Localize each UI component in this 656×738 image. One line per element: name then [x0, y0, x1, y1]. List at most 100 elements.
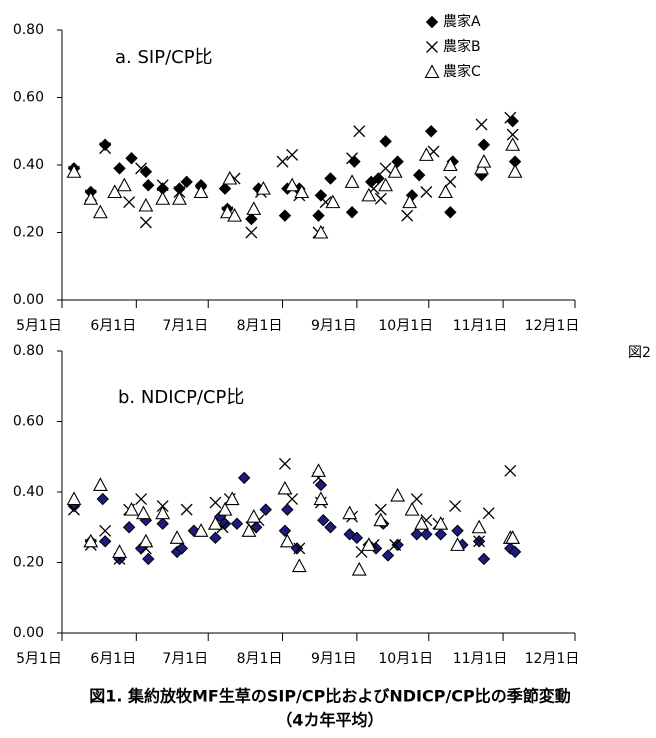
legend-marker	[425, 15, 439, 29]
point	[155, 191, 171, 205]
point	[373, 512, 389, 527]
legend-marker	[424, 64, 440, 79]
point	[224, 491, 240, 506]
point	[99, 524, 112, 537]
x-tick-label: 8月1日	[237, 318, 283, 334]
point	[374, 503, 387, 516]
point	[506, 114, 519, 128]
x-tick-label: 11月1日	[453, 651, 508, 667]
point	[317, 513, 330, 527]
side-label: 図2	[628, 345, 651, 361]
x-tick-label: 8月1日	[237, 651, 283, 667]
point	[156, 517, 169, 530]
point	[361, 537, 377, 551]
legend-label: 農家A	[443, 13, 481, 30]
point	[124, 501, 139, 516]
point	[180, 175, 193, 189]
point	[135, 493, 148, 506]
point	[391, 155, 404, 168]
point	[276, 155, 289, 168]
point	[506, 128, 519, 141]
point	[508, 545, 522, 559]
point	[217, 501, 233, 516]
point	[113, 162, 126, 175]
point	[138, 197, 154, 212]
point	[245, 226, 258, 239]
point	[504, 464, 517, 477]
point	[379, 135, 392, 148]
point	[278, 524, 292, 537]
point	[142, 552, 155, 566]
point	[353, 125, 366, 138]
point	[207, 516, 223, 530]
point	[390, 487, 406, 502]
point	[418, 147, 434, 161]
x-tick-label: 5月1日	[16, 651, 62, 667]
point	[379, 162, 392, 175]
point	[83, 191, 99, 205]
point	[350, 531, 364, 545]
x-tick-label: 5月1日	[16, 318, 62, 334]
point	[92, 477, 108, 491]
point	[187, 524, 201, 537]
point	[505, 530, 521, 544]
x-tick-label: 10月1日	[378, 651, 433, 667]
y-tick-label: 0.60	[13, 414, 44, 430]
point	[348, 155, 361, 168]
point	[449, 500, 462, 513]
point	[175, 542, 189, 555]
x-tick-label: 10月1日	[378, 318, 433, 334]
point	[293, 542, 306, 555]
y-tick-label: 0.40	[13, 484, 44, 500]
point	[122, 521, 136, 534]
point	[424, 125, 438, 138]
y-tick-label: 0.00	[13, 292, 44, 308]
point	[96, 492, 109, 506]
point	[227, 207, 243, 222]
chart-title: b. NDICP/CP比	[118, 387, 244, 408]
caption-sub: （4カ年平均）	[276, 711, 383, 730]
point	[135, 162, 148, 175]
x-tick-label: 9月1日	[311, 318, 357, 334]
point	[66, 164, 82, 178]
chart-title: a. SIP/CP比	[115, 47, 213, 68]
point	[294, 184, 310, 199]
point	[391, 538, 404, 552]
y-tick-label: 0.80	[13, 343, 44, 359]
point	[404, 501, 420, 516]
point	[66, 491, 82, 506]
x-tick-label: 11月1日	[453, 318, 508, 334]
point	[311, 463, 326, 477]
legend-label: 農家C	[443, 63, 481, 80]
point	[474, 160, 489, 175]
point	[230, 517, 244, 530]
point	[345, 206, 359, 219]
x-tick-label: 6月1日	[90, 318, 136, 334]
point	[255, 180, 271, 195]
point	[281, 503, 294, 516]
point	[351, 561, 367, 576]
point	[378, 177, 394, 192]
point	[313, 224, 329, 239]
point	[476, 153, 492, 168]
point	[142, 179, 155, 192]
point	[324, 172, 337, 185]
point	[68, 503, 80, 516]
point	[112, 544, 127, 558]
point	[98, 138, 112, 151]
point	[420, 528, 433, 541]
point	[346, 152, 359, 165]
point	[343, 528, 356, 541]
point	[482, 507, 495, 520]
point	[433, 516, 449, 530]
point	[193, 523, 209, 537]
point	[278, 457, 291, 470]
point	[98, 535, 112, 548]
point	[450, 537, 465, 551]
point	[284, 177, 300, 192]
point	[401, 209, 414, 222]
point	[155, 505, 171, 520]
point	[237, 471, 251, 485]
x-tick-label: 7月1日	[162, 318, 208, 334]
